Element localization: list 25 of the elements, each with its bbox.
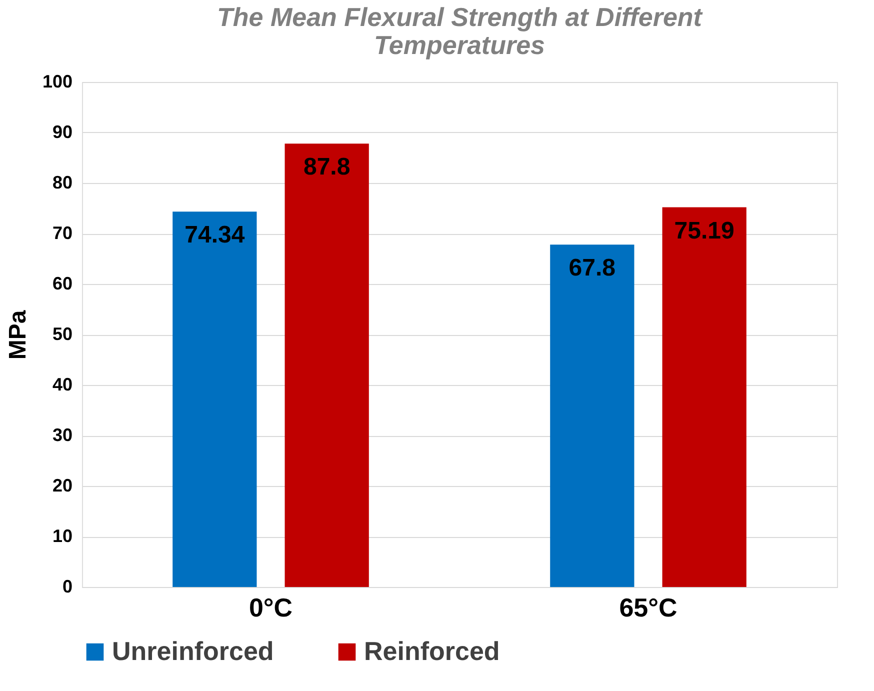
y-tick-label: 0 (62, 576, 72, 596)
y-tick-label: 100 (42, 72, 72, 92)
x-tick-label: 65°C (619, 592, 678, 622)
bar (172, 212, 257, 587)
y-tick-label: 90 (52, 122, 72, 142)
y-tick-label: 30 (52, 425, 72, 445)
y-tick-label: 80 (52, 172, 72, 192)
y-tick-label: 60 (52, 274, 72, 294)
data-label: 67.8 (568, 254, 616, 282)
chart-title: The Mean Flexural Strength at Different Temperatures (217, 2, 704, 60)
data-label: 75.19 (674, 217, 734, 244)
y-tick-label: 20 (52, 476, 72, 496)
legend-label: Reinforced (364, 636, 500, 666)
bar (284, 144, 369, 587)
data-label: 74.34 (184, 222, 246, 249)
legend-label: Unreinforced (112, 636, 274, 666)
y-tick-label: 10 (52, 526, 72, 546)
x-tick-label: 0°C (248, 592, 293, 622)
data-label: 87.8 (303, 154, 350, 181)
y-tick-label: 40 (52, 374, 72, 394)
bar (550, 244, 634, 587)
y-axis-title: MPa (4, 310, 32, 360)
bar (662, 207, 746, 587)
y-tick-label: 70 (52, 223, 72, 243)
y-tick-label: 50 (52, 324, 72, 344)
